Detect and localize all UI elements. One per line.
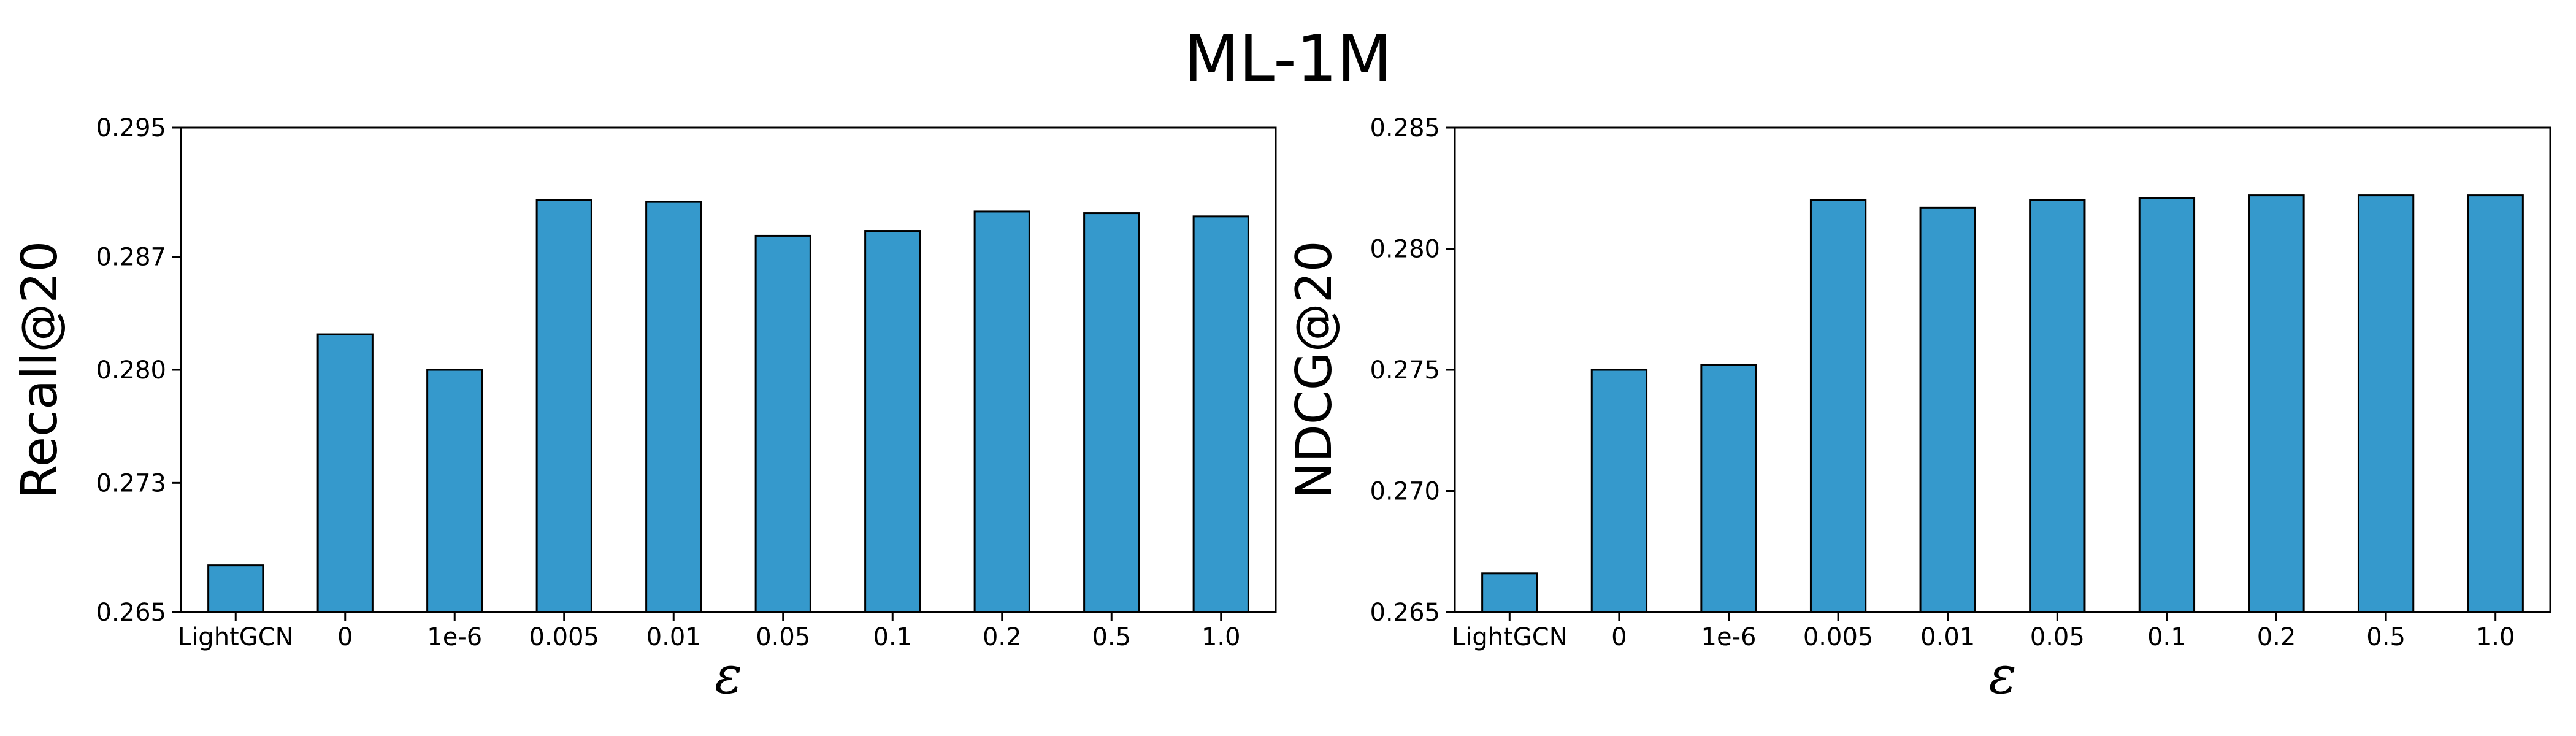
y-tick-label: 0.280 bbox=[1370, 236, 1440, 264]
bar-0.5 bbox=[1083, 212, 1140, 613]
x-axis-label: ε bbox=[715, 645, 742, 705]
bar-0.1 bbox=[2138, 197, 2196, 613]
x-tick-label: 0.2 bbox=[983, 623, 1022, 651]
x-tick-label: 0.01 bbox=[1920, 623, 1975, 651]
bar-0.2 bbox=[973, 210, 1030, 613]
x-tick-label: 0.2 bbox=[2257, 623, 2296, 651]
y-tick-label: 0.265 bbox=[96, 599, 166, 627]
x-tick-label: 0.005 bbox=[529, 623, 599, 651]
bar-0.2 bbox=[2248, 194, 2305, 613]
bar-0.005 bbox=[535, 199, 592, 613]
bar-0.05 bbox=[2029, 199, 2086, 613]
bar-0 bbox=[1590, 369, 1648, 613]
bar-LightGCN bbox=[207, 564, 264, 613]
bar-0.1 bbox=[864, 230, 921, 613]
y-axis-label: Recall@20 bbox=[11, 241, 68, 499]
x-tick-label: 0 bbox=[337, 623, 353, 651]
x-tick-label: 1e-6 bbox=[1701, 623, 1757, 651]
y-tick-label: 0.287 bbox=[96, 243, 166, 272]
x-tick-label: LightGCN bbox=[1452, 623, 1568, 651]
x-tick-label: 0.5 bbox=[2366, 623, 2405, 651]
x-tick-label: 0.005 bbox=[1803, 623, 1874, 651]
y-tick-label: 0.273 bbox=[96, 469, 166, 497]
y-tick-label: 0.275 bbox=[1370, 356, 1440, 385]
bar-1.0 bbox=[1192, 215, 1249, 613]
bar-0 bbox=[316, 333, 374, 613]
bar-LightGCN bbox=[1481, 572, 1538, 613]
bar-0.01 bbox=[1919, 206, 1976, 613]
bar-1e-6 bbox=[1700, 364, 1757, 613]
x-tick-label: 0.05 bbox=[756, 623, 810, 651]
x-tick-label: 0.5 bbox=[1092, 623, 1131, 651]
x-axis-label: ε bbox=[1988, 645, 2016, 705]
chart-panel-2: 0.265 0.270 0.275 0.280 0.285 LightGCN 0 1e-6 0.… bbox=[1286, 114, 2551, 705]
y-tick-label: 0.265 bbox=[1370, 599, 1440, 627]
x-tick-label: 0.1 bbox=[873, 623, 912, 651]
figure-title: ML-1M bbox=[1184, 21, 1392, 96]
x-tick-label: 1e-6 bbox=[427, 623, 482, 651]
y-axis-label: NDCG@20 bbox=[1286, 240, 1343, 499]
x-tick-label: 0.01 bbox=[646, 623, 701, 651]
bar-1.0 bbox=[2467, 194, 2524, 613]
y-tick-label: 0.285 bbox=[1370, 114, 1440, 142]
x-tick-label: 0.1 bbox=[2147, 623, 2187, 651]
bar-0.01 bbox=[645, 201, 702, 613]
bar-0.05 bbox=[754, 234, 811, 613]
x-tick-label: 1.0 bbox=[1202, 623, 1241, 651]
bar-0.5 bbox=[2357, 194, 2415, 613]
bar-0.005 bbox=[1809, 199, 1867, 613]
y-tick-label: 0.280 bbox=[96, 356, 166, 385]
y-tick-label: 0.270 bbox=[1370, 478, 1440, 506]
x-tick-label: 0.05 bbox=[2030, 623, 2085, 651]
chart-panel-1: 0.265 0.273 0.280 0.287 0.295 LightGCN 0 1e-6 0.… bbox=[11, 114, 1277, 705]
y-tick-label: 0.295 bbox=[96, 114, 166, 142]
x-tick-label: 1.0 bbox=[2476, 623, 2515, 651]
x-tick-label: LightGCN bbox=[178, 623, 294, 651]
bar-1e-6 bbox=[426, 369, 483, 613]
x-tick-label: 0 bbox=[1611, 623, 1627, 651]
